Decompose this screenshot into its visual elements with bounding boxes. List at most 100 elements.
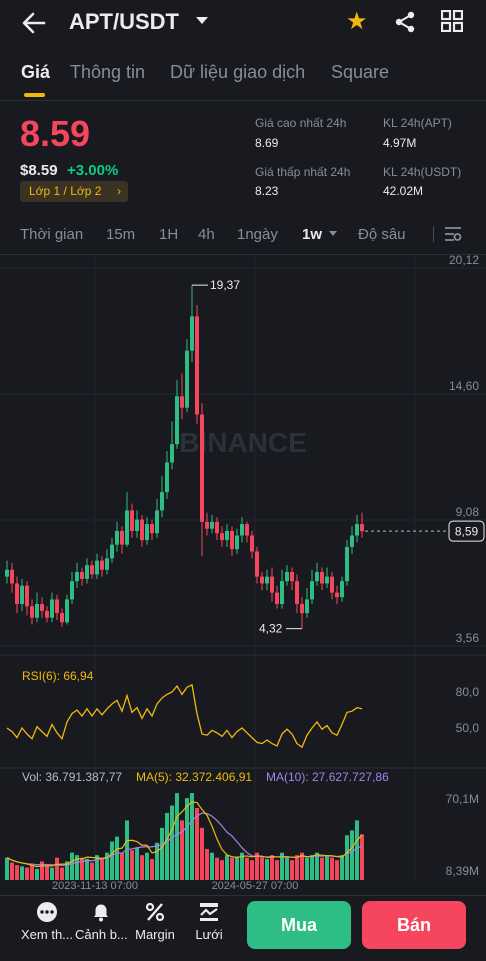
candle-body [65,599,69,623]
rsi-panel: RSI(6): 66,94 80,0 50,0 [0,654,486,749]
candle-body [320,572,324,584]
volume-bar [290,860,294,880]
candle-body [80,572,84,579]
volume-bar [230,857,234,880]
volume-bar [80,857,84,880]
volume-bar [355,820,359,880]
candle-body [140,519,144,541]
volume-tick-label: 8,39M [446,864,479,878]
more-button[interactable]: Xem th... [21,900,73,942]
grid-icon[interactable] [441,10,463,32]
volume-bar [35,868,39,880]
volume-bar [195,808,199,880]
candle-body [145,524,149,541]
candle-body [70,581,74,600]
candle-body [355,524,359,536]
ma5-line [6,801,363,868]
candle-body [280,581,284,604]
candle-body [350,535,354,547]
volume-panel: Vol: 36.791.387,77 MA(5): 32.372.406,91 MA… [0,767,486,892]
candle-body [10,569,14,584]
last-price: 8.59 [20,113,91,154]
rsi-tick-label: 80,0 [456,685,480,699]
active-tab-indicator [24,93,45,97]
low-24h-label: Giá thấp nhất 24h [255,165,351,179]
candle-body [115,530,119,545]
layer-tag-label: Lớp 1 / Lớp 2 [29,184,102,198]
interval-15m[interactable]: 15m [106,226,136,243]
volume-bar [135,847,139,880]
volume-bar [5,857,9,880]
divider [0,254,486,255]
volume-tick-label: 70,1M [446,792,479,806]
more-label: Xem th... [21,927,73,942]
back-arrow-icon[interactable] [20,10,48,36]
share-icon[interactable] [393,10,417,34]
trading-pair-title[interactable]: APT/USDT [69,9,179,34]
candle-body [325,576,329,584]
grid-trading-button[interactable]: Lưới [183,900,235,942]
caret-down-icon[interactable] [196,17,208,24]
volume-bar [270,855,274,880]
more-icon [21,900,73,924]
interval-1w[interactable]: 1w [302,226,323,243]
volume-bar [150,858,154,880]
volume-bar [225,855,229,880]
candle-body [15,583,19,604]
volume-bar [50,867,54,880]
buy-button[interactable]: Mua [247,901,351,949]
tab-info[interactable]: Thông tin [70,62,146,82]
interval-1d[interactable]: 1ngày [237,226,278,243]
candle-body [175,396,179,445]
alert-button[interactable]: Cảnh b... [75,900,127,942]
layer-tag[interactable]: Lớp 1 / Lớp 2 › [20,181,128,202]
vol-apt-value: 4.97M [383,136,417,150]
tab-trading-data[interactable]: Dữ liệu giao dịch [170,62,306,82]
candle-body [300,604,304,614]
candle-body [50,599,54,618]
candle-body [305,599,309,614]
volume-bar [140,855,144,880]
candle-body [190,316,194,351]
candle-body [155,510,159,534]
candle-body [250,535,254,552]
interval-time[interactable]: Thời gian [20,226,84,243]
margin-button[interactable]: Margin [129,900,181,942]
candle-body [240,524,244,536]
axis-labels: 20,12 14,60 9,08 3,56 [449,255,479,645]
rsi-tick-label: 50,0 [456,721,480,735]
candle-body [270,576,274,593]
candle-body [215,521,219,534]
candle-body [40,604,44,611]
volume-bar [360,834,364,880]
candle-body [205,521,209,529]
caret-down-icon[interactable] [329,231,337,236]
volume-bar [215,857,219,880]
volume-bar [335,860,339,880]
tab-price[interactable]: Giá [21,62,51,82]
interval-4h[interactable]: 4h [198,226,215,243]
star-icon[interactable]: ★ [346,8,368,35]
candle-body [340,581,344,598]
tab-square[interactable]: Square [331,62,390,82]
y-tick-label: 3,56 [456,631,480,645]
volume-bar [285,857,289,880]
sell-button[interactable]: Bán [362,901,466,949]
candle-body [25,585,29,607]
volume-bar [20,866,24,880]
volume-bar [110,841,114,880]
interval-depth[interactable]: Độ sâu [358,226,406,243]
interval-1h[interactable]: 1H [159,226,179,243]
candle-body [185,350,189,408]
candle-body [5,569,9,577]
current-price-tag [448,520,485,542]
candle-body [255,551,259,577]
candle-body [75,572,79,582]
kline-chart[interactable]: BINANCE 19,37 4,32 8,59 RSI(6): 66,94 80,0 5… [0,255,486,895]
candle-body [245,524,249,536]
chart-settings-icon[interactable] [444,226,462,242]
volume-bar [165,812,169,880]
candle-body [20,585,24,604]
volume-bar [10,862,14,880]
volume-bar [120,852,124,880]
